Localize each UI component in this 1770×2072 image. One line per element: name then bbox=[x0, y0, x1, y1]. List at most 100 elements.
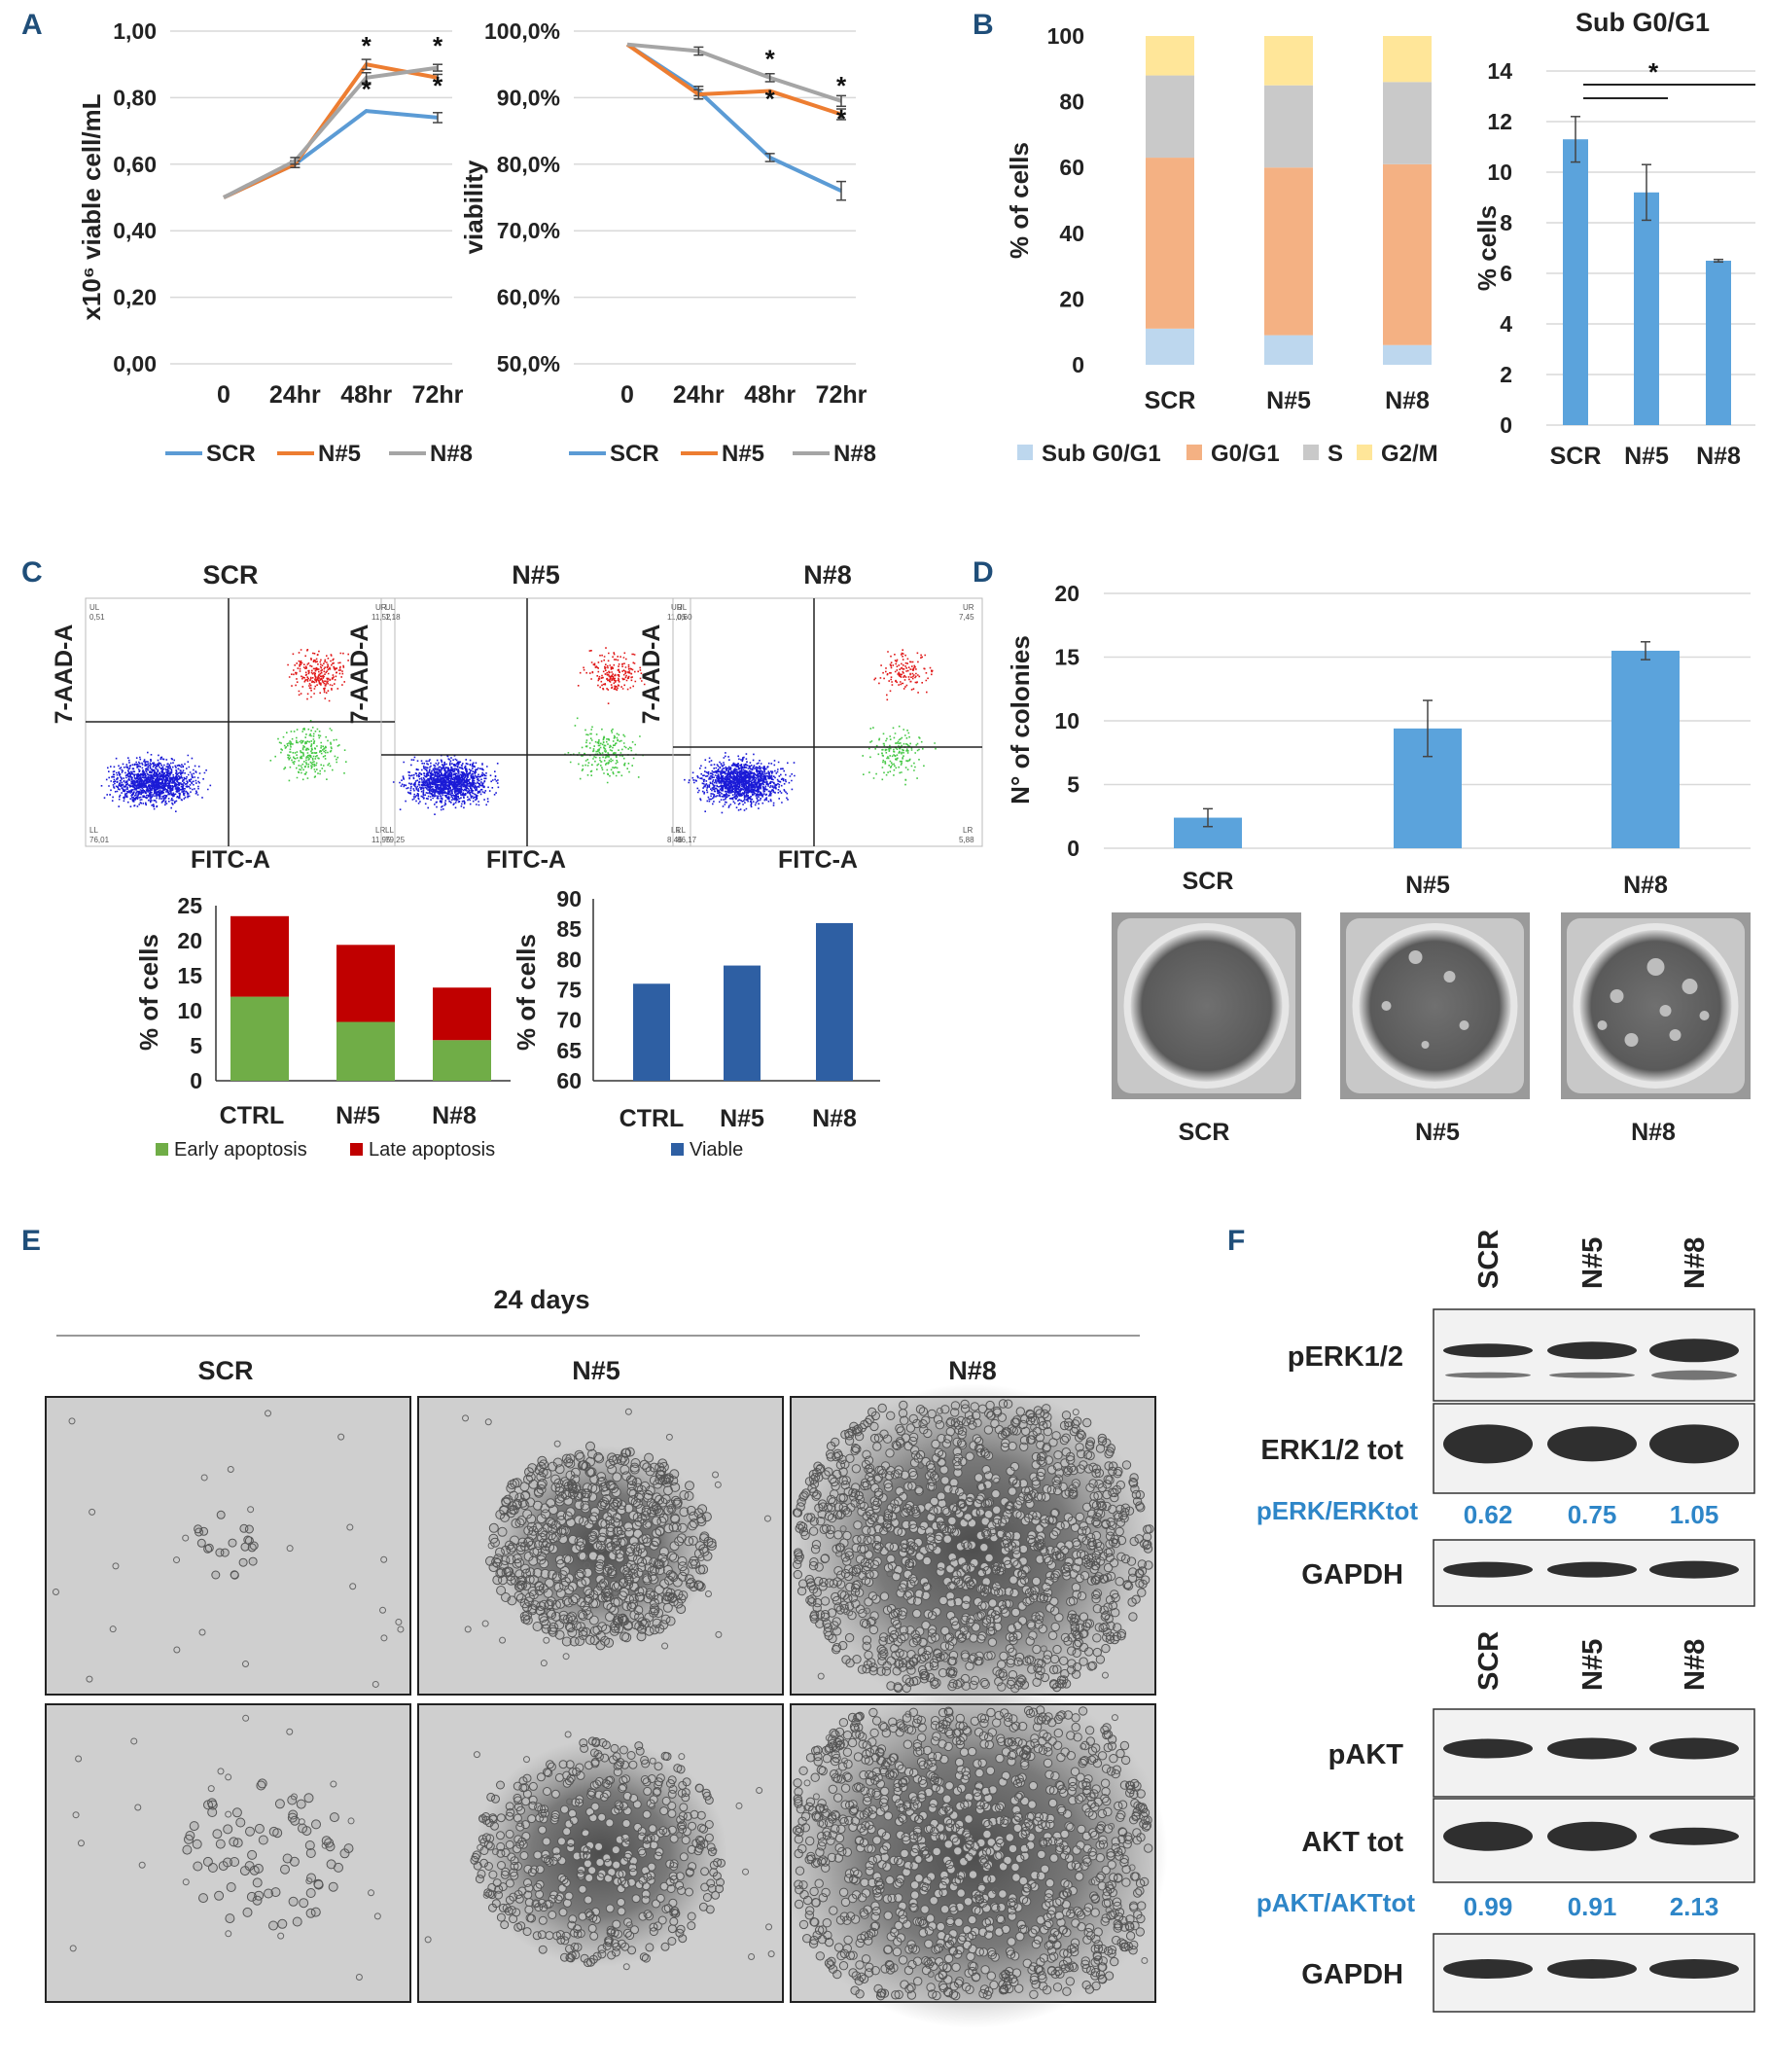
series-line-N#8 bbox=[223, 65, 439, 199]
band bbox=[1547, 1341, 1637, 1360]
single-cell bbox=[290, 1793, 298, 1801]
blot-label: pERK1/2 bbox=[1288, 1341, 1403, 1373]
western-blots: SCR N#5 N#8 pERK1/2 ERK1/2 tot pERK/ERKtot 0.6… bbox=[1257, 1230, 1755, 2013]
single-cell bbox=[846, 1609, 854, 1617]
single-cell bbox=[714, 1481, 722, 1488]
event-dots bbox=[873, 649, 934, 701]
single-cell bbox=[182, 1534, 190, 1542]
single-cell bbox=[395, 1618, 403, 1625]
significance-star: * bbox=[433, 31, 443, 60]
single-cell bbox=[207, 1785, 215, 1793]
single-cell bbox=[225, 1930, 232, 1938]
single-cell bbox=[715, 1630, 723, 1638]
series-line-N#8 bbox=[626, 42, 842, 103]
single-cell bbox=[564, 1731, 572, 1738]
cells bbox=[792, 1399, 1154, 1694]
blot-GAPDH: GAPDH bbox=[1301, 1933, 1755, 2013]
y-tick-label: 5 bbox=[190, 1033, 202, 1058]
bar-segment-Sub G0/G1 bbox=[1146, 328, 1194, 365]
colony bbox=[1682, 979, 1698, 994]
blot-label: ERK1/2 tot bbox=[1260, 1435, 1403, 1466]
single-cell bbox=[86, 1675, 93, 1683]
single-cell bbox=[1088, 1878, 1096, 1886]
quadrant-label: LL bbox=[385, 826, 394, 835]
y-tick-label: 80 bbox=[1059, 89, 1084, 115]
single-cell bbox=[242, 1661, 250, 1668]
y-tick-label: 80 bbox=[556, 947, 582, 972]
single-cell bbox=[864, 1607, 871, 1615]
x-tick-label: N#8 bbox=[432, 1102, 477, 1129]
single-cell bbox=[894, 1623, 902, 1630]
band bbox=[1443, 1738, 1533, 1759]
single-cell bbox=[756, 1787, 763, 1795]
band bbox=[1651, 1370, 1737, 1380]
single-cell bbox=[298, 1818, 305, 1826]
panel-label-c: C bbox=[21, 556, 43, 589]
single-cell bbox=[1072, 1409, 1080, 1416]
y-tick-label: 2 bbox=[1500, 362, 1512, 387]
single-cell bbox=[77, 1840, 85, 1847]
y-tick-label: 70 bbox=[556, 1008, 582, 1033]
quadrant-value: 1,18 bbox=[385, 613, 401, 622]
chart-b-subg0: 0 2 4 6 8 10 12 14 Sub G0/G1 SCR N#5 N#8 * % cells bbox=[1472, 8, 1755, 470]
single-cell bbox=[225, 1773, 232, 1781]
single-cell bbox=[72, 1811, 80, 1819]
single-cell bbox=[1016, 1659, 1024, 1666]
quadrant-value: 8,46 bbox=[667, 836, 683, 844]
colony bbox=[1381, 1001, 1392, 1011]
x-axis-label: FITC-A bbox=[778, 846, 858, 874]
significance-star: * bbox=[836, 71, 847, 100]
band bbox=[1443, 1424, 1533, 1464]
band bbox=[1547, 1737, 1637, 1760]
quadrant-value: 79,25 bbox=[385, 836, 406, 844]
single-cell bbox=[52, 1589, 59, 1596]
significance-star: * bbox=[765, 85, 776, 114]
cells bbox=[182, 1778, 354, 1931]
y-axis-label: 7-AAD-A bbox=[51, 625, 78, 725]
single-cell bbox=[265, 1410, 272, 1417]
band bbox=[1443, 1959, 1533, 1979]
y-axis-label: % of cells bbox=[134, 934, 163, 1051]
x-tick-label: SCR bbox=[1145, 387, 1196, 414]
single-cell bbox=[562, 1653, 570, 1661]
single-cell bbox=[1128, 1864, 1136, 1872]
single-cell bbox=[379, 1606, 387, 1614]
y-axis-label: N° of colonies bbox=[1006, 635, 1035, 804]
x-tick-label: N#5 bbox=[720, 1105, 764, 1132]
x-tick-label: SCR bbox=[1183, 868, 1234, 895]
bar-segment-G2/M bbox=[1383, 36, 1432, 83]
chart-a-viability: 50,0% 60,0% 70,0% 80,0% 90,0% 100,0% 0 24hr 48hr… bbox=[459, 18, 876, 467]
x-tick-label: 24hr bbox=[673, 381, 725, 409]
y-tick-label: 15 bbox=[1054, 645, 1080, 670]
single-cell bbox=[130, 1737, 138, 1745]
flow-plot-N#8: N#8UL0,60UR7,45LL86,17LR5,88FITC-A7-AAD-… bbox=[638, 560, 983, 874]
single-cell bbox=[712, 1471, 720, 1479]
single-cell bbox=[624, 1838, 632, 1845]
well-label: SCR bbox=[1179, 1119, 1230, 1146]
single-cell bbox=[247, 1506, 255, 1514]
panel-label-d: D bbox=[973, 556, 994, 589]
y-axis-label: % of cells bbox=[1005, 142, 1034, 259]
e-title: 24 days bbox=[493, 1285, 589, 1314]
blot-pAKT: pAKT bbox=[1328, 1708, 1755, 1798]
bar bbox=[1706, 261, 1731, 425]
ratio-value: 0.62 bbox=[1464, 1500, 1513, 1529]
lane-label: N#5 bbox=[1577, 1639, 1609, 1691]
quadrant-value: 0,60 bbox=[677, 613, 692, 622]
micrograph-SCR-2 bbox=[45, 1703, 411, 2003]
quadrant-value: 11,05 bbox=[667, 613, 687, 622]
y-tick-label: 90,0% bbox=[497, 85, 560, 110]
single-cell bbox=[817, 1672, 825, 1680]
single-cell bbox=[649, 1757, 656, 1765]
micrograph-N#5-1 bbox=[417, 1396, 784, 1696]
single-cell bbox=[763, 1515, 771, 1522]
quadrant-value: 76,01 bbox=[89, 836, 110, 844]
panel-label-e: E bbox=[21, 1225, 41, 1257]
y-axis-label: x10⁶ viable cell/mL bbox=[77, 93, 106, 320]
legend-label: G2/M bbox=[1381, 441, 1438, 467]
y-tick-label: 100 bbox=[1047, 23, 1084, 49]
y-axis-label: viability bbox=[459, 160, 488, 254]
single-cell bbox=[839, 1525, 847, 1533]
single-cell bbox=[1072, 1482, 1080, 1489]
single-cell bbox=[622, 1963, 630, 1971]
